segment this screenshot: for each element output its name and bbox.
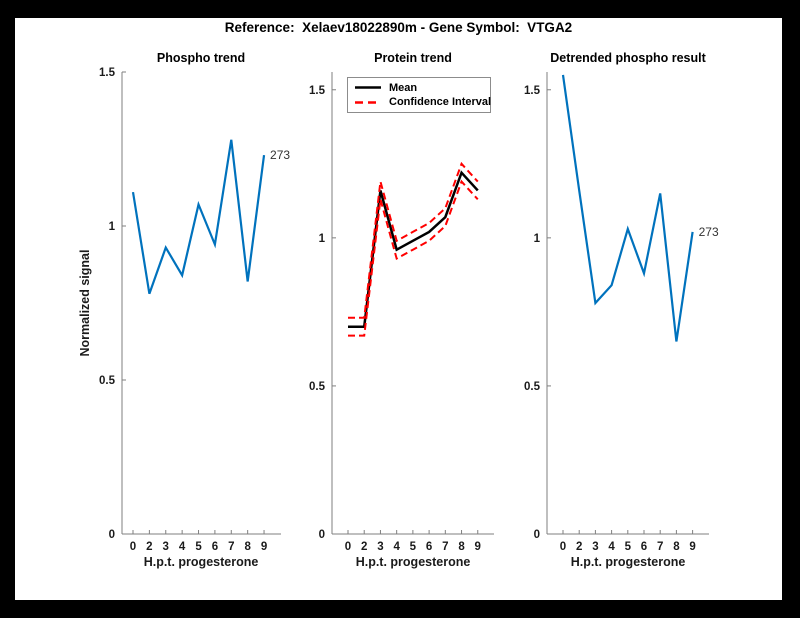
y-tick-label: 1.5 bbox=[309, 85, 326, 97]
x-tick-label: 9 bbox=[475, 541, 481, 553]
y-tick-label: 0 bbox=[109, 529, 115, 541]
x-tick-label: 2 bbox=[361, 541, 367, 553]
x-tick-label: 0 bbox=[345, 541, 351, 553]
x-tick-label: 0 bbox=[560, 541, 566, 553]
y-tick-label: 1 bbox=[109, 221, 116, 233]
x-tick-label: 3 bbox=[377, 541, 383, 553]
x-tick-label: 3 bbox=[592, 541, 598, 553]
x-tick-label: 8 bbox=[458, 541, 465, 553]
x-tick-label: 3 bbox=[163, 541, 169, 553]
legend-box: Mean Confidence Interval bbox=[347, 77, 491, 113]
subplot-title-phospho-trend: Phospho trend bbox=[156, 51, 246, 65]
x-tick-label: 4 bbox=[179, 541, 186, 553]
figure-title: Reference: Xelaev18022890m - Gene Symbol… bbox=[224, 20, 573, 35]
y-tick-label: 1 bbox=[319, 233, 326, 245]
x-axis-label-3: H.p.t. progesterone bbox=[570, 555, 686, 569]
x-tick-label: 9 bbox=[261, 541, 267, 553]
end-point-label: 273 bbox=[270, 148, 290, 162]
legend-item-mean: Mean bbox=[348, 81, 490, 95]
x-tick-label: 6 bbox=[641, 541, 647, 553]
legend-item-confidence-interval: Confidence Interval bbox=[348, 95, 492, 109]
series-line-phospho-signal bbox=[131, 139, 266, 295]
x-tick-label: 9 bbox=[689, 541, 695, 553]
x-tick-label: 7 bbox=[228, 541, 234, 553]
x-tick-label: 5 bbox=[625, 541, 632, 553]
x-tick-label: 4 bbox=[393, 541, 400, 553]
x-axis-label-2: H.p.t. progesterone bbox=[355, 555, 471, 569]
x-tick-label: 2 bbox=[576, 541, 582, 553]
mean-line-icon bbox=[355, 86, 381, 89]
legend-label-confidence-interval: Confidence Interval bbox=[389, 96, 492, 109]
series-line-confidence-interval-upper bbox=[348, 161, 479, 319]
x-axis-label-1: H.p.t. progesterone bbox=[143, 555, 259, 569]
x-tick-label: 2 bbox=[146, 541, 152, 553]
y-tick-label: 0.5 bbox=[309, 381, 326, 393]
confidence-interval-line-icon bbox=[355, 101, 381, 104]
y-tick-label: 1 bbox=[534, 233, 541, 245]
x-tick-label: 6 bbox=[212, 541, 218, 553]
series-line-confidence-interval-lower bbox=[348, 179, 479, 337]
x-tick-label: 7 bbox=[442, 541, 448, 553]
y-tick-label: 0.5 bbox=[99, 375, 116, 387]
x-tick-label: 6 bbox=[426, 541, 432, 553]
subplot-title-detrended-result: Detrended phospho result bbox=[550, 51, 706, 65]
series-line-detrended-phospho-signal bbox=[561, 74, 694, 342]
end-point-label: 273 bbox=[699, 225, 719, 239]
x-tick-label: 5 bbox=[410, 541, 417, 553]
x-tick-label: 7 bbox=[657, 541, 663, 553]
y-tick-label: 1.5 bbox=[524, 85, 541, 97]
figure-canvas: Reference: Xelaev18022890m - Gene Symbol… bbox=[15, 18, 782, 600]
y-tick-label: 0 bbox=[534, 529, 540, 541]
x-tick-label: 0 bbox=[130, 541, 136, 553]
legend-label-mean: Mean bbox=[389, 81, 418, 94]
series-line-mean bbox=[348, 170, 479, 328]
x-tick-label: 8 bbox=[244, 541, 251, 553]
y-tick-label: 0 bbox=[319, 529, 325, 541]
x-tick-label: 5 bbox=[195, 541, 202, 553]
y-tick-label: 1.5 bbox=[99, 67, 116, 79]
x-tick-label: 8 bbox=[673, 541, 680, 553]
x-tick-label: 4 bbox=[608, 541, 615, 553]
subplot-title-protein-trend: Protein trend bbox=[374, 51, 452, 65]
y-tick-label: 0.5 bbox=[524, 381, 541, 393]
